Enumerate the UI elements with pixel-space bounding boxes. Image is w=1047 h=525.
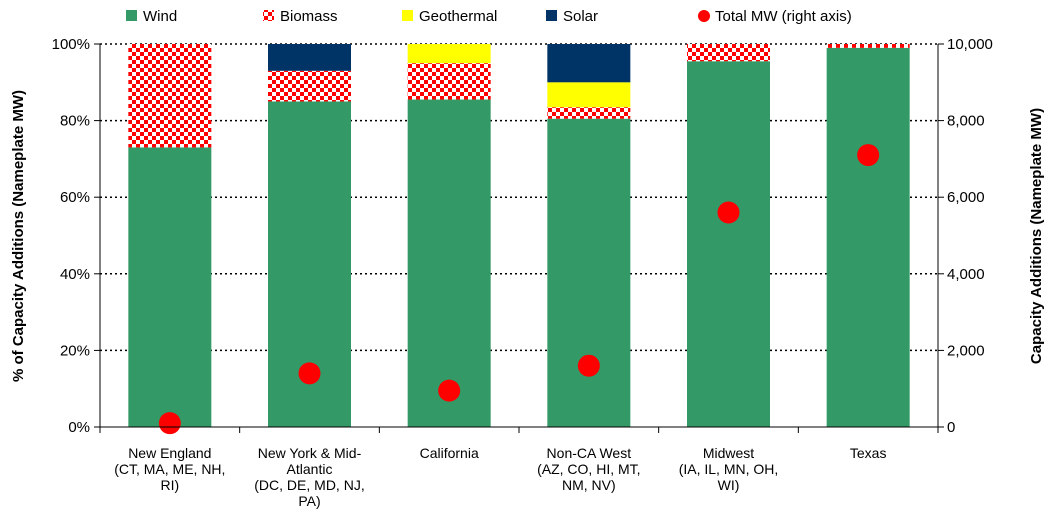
category-label: California <box>420 445 479 461</box>
bars <box>128 44 910 428</box>
category-label-line: (CT, MA, ME, NH, <box>114 461 225 477</box>
bar-biomass-2 <box>268 70 351 102</box>
category-label: Midwest (IA, IL, MN, OH, WI) <box>679 445 779 493</box>
axes: 0% 0 20% 2,000 40% 4,000 60% 6,000 80% 8,000 100% 1… <box>52 36 993 509</box>
legend-swatch-total-mw-right-axis <box>698 10 710 22</box>
total-mw-marker-4 <box>577 354 600 377</box>
legend: Wind Biomass Geothermal Solar Total MW (righ… <box>126 8 852 25</box>
category-label-line: RI) <box>160 477 179 493</box>
bar-biomass-5 <box>687 44 770 62</box>
legend-swatch-biomass <box>263 10 274 21</box>
legend-label-geothermal: Geothermal <box>419 8 497 25</box>
bar-geothermal-4 <box>547 82 631 108</box>
legend-label-wind: Wind <box>143 8 177 25</box>
bar-biomass-6 <box>826 44 910 48</box>
y-tick-label: 20% <box>60 342 90 359</box>
category-label-line: (IA, IL, MN, OH, <box>679 461 779 477</box>
y2-tick-label: 8,000 <box>947 113 985 130</box>
category-label: New York & Mid-Atlantic (DC, DE, MD, NJ, P… <box>254 445 364 509</box>
bar-biomass-4 <box>547 107 631 119</box>
total-mw-marker-5 <box>717 201 740 224</box>
bar-biomass-3 <box>407 63 491 100</box>
category-label: Non-CA West (AZ, CO, HI, MT, NM, NV) <box>537 445 640 493</box>
category-label-line: California <box>420 445 479 461</box>
y-tick-label: 100% <box>52 36 90 53</box>
category-label-line: Atlantic <box>287 461 333 477</box>
bar-wind-3 <box>407 99 491 427</box>
total-mw-marker-2 <box>298 362 321 385</box>
y-tick-label: 80% <box>60 113 90 130</box>
bar-solar-4 <box>547 44 631 83</box>
category-label: Texas <box>850 445 887 461</box>
category-label: New England (CT, MA, ME, NH, RI) <box>114 445 225 493</box>
y2-tick-label: 6,000 <box>947 189 985 206</box>
bar-biomass-1 <box>128 44 212 148</box>
category-label-line: (AZ, CO, HI, MT, <box>537 461 640 477</box>
bar-geothermal-3 <box>407 44 491 64</box>
category-label-line: Midwest <box>703 445 754 461</box>
total-mw-markers <box>158 144 880 435</box>
gridlines <box>100 43 938 352</box>
y2-tick-label: 4,000 <box>947 266 985 283</box>
legend-swatch-wind <box>126 10 137 21</box>
legend-swatch-solar <box>546 10 557 21</box>
y-tick-label: 60% <box>60 189 90 206</box>
y2-axis-label: Capacity Additions (Nameplate MW) <box>1028 108 1045 364</box>
category-label-line: Texas <box>850 445 887 461</box>
category-label-line: PA) <box>298 493 320 509</box>
legend-label-total-mw-right-axis: Total MW (right axis) <box>715 8 852 25</box>
y2-tick-label: 10,000 <box>947 36 993 53</box>
legend-label-solar: Solar <box>563 8 598 25</box>
category-label-line: NM, NV) <box>562 477 616 493</box>
category-label-line: New York & Mid- <box>258 445 362 461</box>
legend-label-biomass: Biomass <box>280 8 338 25</box>
category-label-line: Non-CA West <box>547 445 632 461</box>
y-tick-label: 0% <box>68 419 90 436</box>
y2-tick-label: 2,000 <box>947 342 985 359</box>
bar-wind-6 <box>826 47 910 428</box>
total-mw-marker-3 <box>438 379 461 402</box>
bar-wind-4 <box>547 118 631 427</box>
total-mw-marker-6 <box>857 144 880 167</box>
bar-wind-1 <box>128 147 212 427</box>
category-label-line: (DC, DE, MD, NJ, <box>254 477 364 493</box>
bar-wind-5 <box>687 61 770 428</box>
y2-tick-label: 0 <box>947 419 955 436</box>
y-axis-label: % of Capacity Additions (Nameplate MW) <box>10 90 27 382</box>
bar-solar-2 <box>268 44 351 71</box>
legend-swatch-geothermal <box>402 10 413 21</box>
total-mw-marker-1 <box>158 412 181 435</box>
y-tick-label: 40% <box>60 266 90 283</box>
category-label-line: New England <box>128 445 211 461</box>
category-label-line: WI) <box>718 477 740 493</box>
